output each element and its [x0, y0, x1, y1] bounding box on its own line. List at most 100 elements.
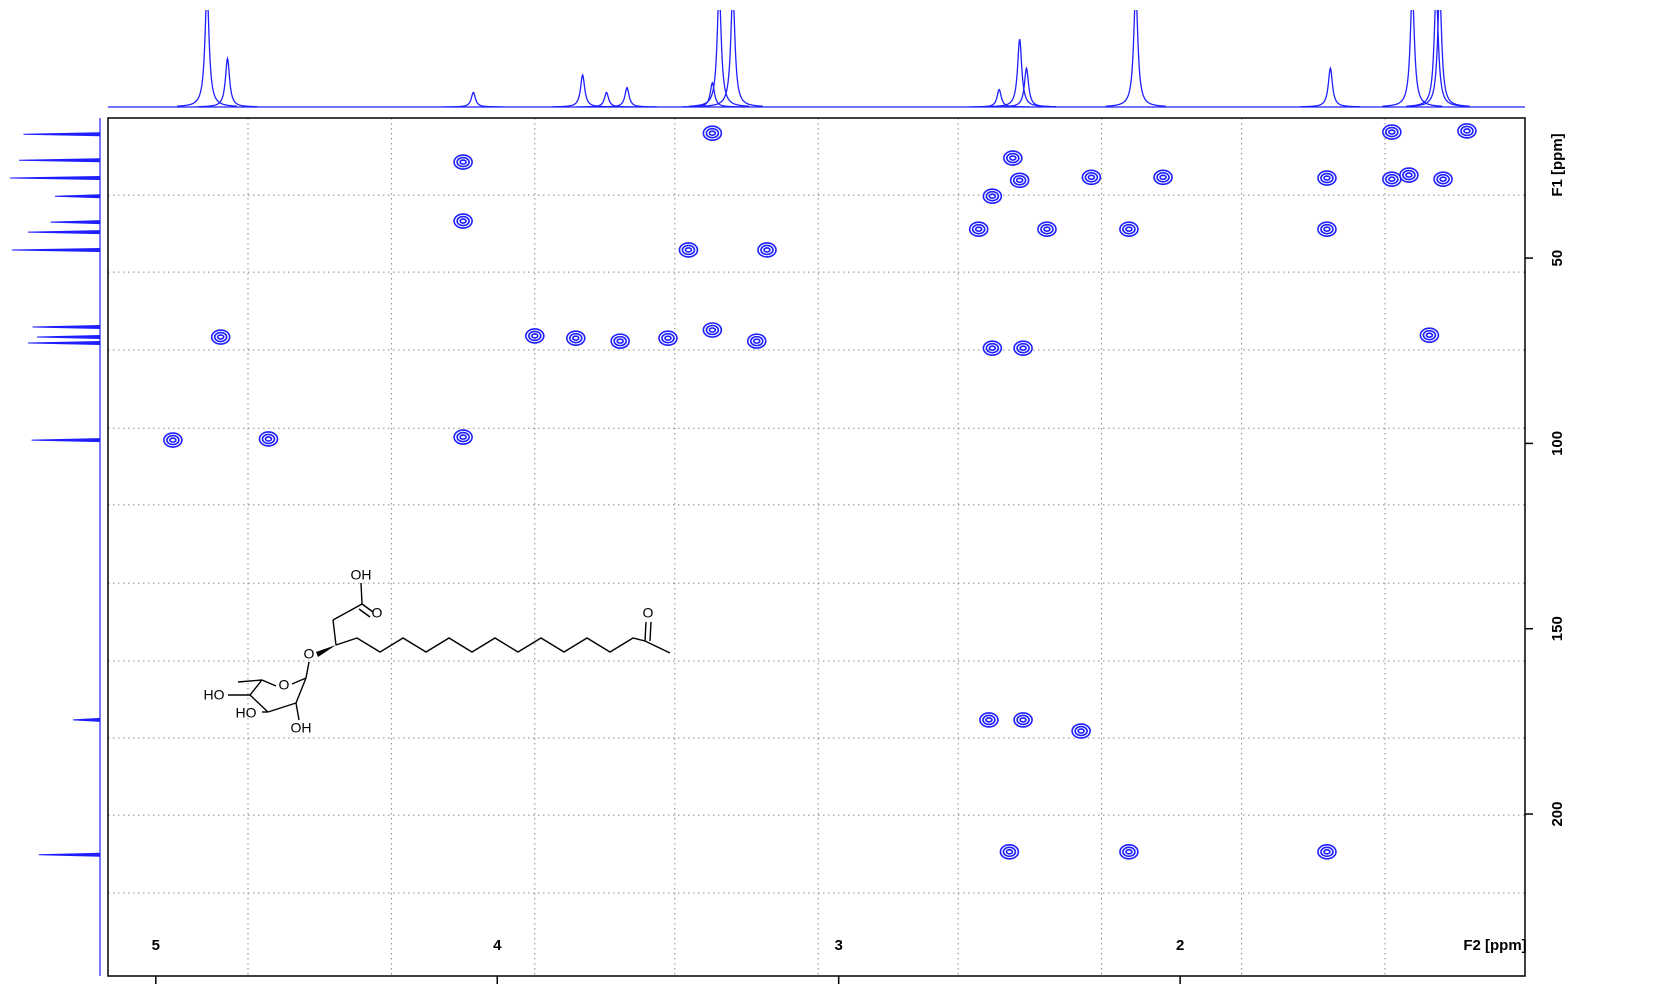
f2-peak — [689, 10, 750, 107]
contour-ring — [1323, 175, 1331, 181]
contour-ring — [988, 193, 997, 200]
x-tick-label: 2 — [1176, 937, 1184, 954]
contour-ring — [169, 437, 177, 443]
structure-label: O — [643, 605, 654, 621]
cross-peak — [757, 242, 777, 258]
contour-ring — [1323, 849, 1331, 855]
contour-ring — [456, 215, 470, 227]
y-tick-label: 100 — [1549, 431, 1566, 456]
contour-ring — [999, 844, 1020, 860]
contour-ring — [613, 335, 627, 347]
cross-peak — [746, 333, 767, 349]
contour-ring — [1125, 849, 1133, 855]
contour-ring — [453, 154, 473, 170]
contour-ring — [1439, 176, 1447, 182]
contour-ring — [1002, 846, 1017, 858]
f1-projection — [9, 118, 101, 976]
contour-ring — [664, 335, 672, 341]
cross-peak — [1119, 221, 1139, 237]
f2-peak — [996, 66, 1057, 108]
contour-ring — [216, 334, 225, 340]
structure-label: OH — [291, 720, 312, 736]
y-tick-label: 50 — [1549, 250, 1566, 267]
contour-ring — [982, 340, 1003, 356]
contour-ring — [456, 431, 470, 443]
cross-peak — [1013, 712, 1033, 728]
contour-ring — [459, 434, 467, 440]
f2-peak — [702, 10, 763, 107]
cross-peak — [1382, 124, 1402, 140]
contour-ring — [1399, 167, 1419, 183]
f1-peak — [9, 176, 101, 181]
contour-ring — [985, 717, 993, 723]
contour-ring — [610, 333, 630, 349]
x-tick-label: 5 — [152, 937, 160, 954]
contour-ring — [763, 247, 771, 253]
molecule: OH O O O HO HO OH — [204, 567, 671, 736]
f2-peak — [576, 91, 637, 108]
contour-ring — [705, 324, 720, 336]
f1-peak — [31, 438, 101, 443]
cross-peak — [1003, 150, 1023, 166]
contour-ring — [531, 333, 539, 339]
f1-peak — [27, 230, 101, 235]
contour-ring — [1433, 171, 1453, 187]
f2-projection — [108, 10, 1525, 108]
contour-ring — [258, 431, 279, 447]
cross-peak — [658, 330, 678, 346]
contour-ring — [678, 242, 699, 258]
contour-ring — [1074, 725, 1088, 737]
contour-ring — [1317, 221, 1337, 237]
contour-ring — [746, 333, 767, 349]
contour-ring — [1015, 177, 1024, 184]
cross-peak — [1382, 171, 1402, 187]
contour-ring — [708, 130, 717, 136]
x-tick-label: 3 — [835, 937, 843, 954]
contour-ring — [1463, 128, 1471, 134]
cross-peak — [702, 322, 723, 338]
cross-peak — [1457, 123, 1477, 139]
cross-peak — [1071, 723, 1091, 739]
contour-ring — [1081, 169, 1102, 186]
contour-ring — [1457, 123, 1477, 139]
contour-ring — [1385, 173, 1399, 185]
contour-ring — [1003, 150, 1023, 166]
contour-ring — [1419, 327, 1440, 343]
contour-ring — [525, 328, 545, 344]
plot-frame — [107, 117, 1526, 977]
cross-peak — [1433, 171, 1453, 187]
contour-ring — [459, 159, 467, 165]
contour-ring — [1119, 844, 1139, 860]
x-tick-label: 4 — [493, 937, 502, 954]
f1-peak — [38, 852, 101, 857]
contour-ring — [658, 330, 678, 346]
cross-peak — [210, 329, 231, 345]
contour-ring — [760, 244, 774, 256]
contour-ring — [702, 322, 723, 338]
contour-ring — [985, 190, 1000, 202]
contour-ring — [1009, 155, 1017, 161]
contour-ring — [166, 434, 180, 446]
contour-ring — [1388, 176, 1396, 182]
f1-peak — [11, 247, 101, 252]
contour-ring — [1019, 717, 1027, 723]
contour-ring — [1071, 723, 1091, 739]
structure-label: O — [304, 646, 315, 662]
contour-ring — [757, 242, 777, 258]
contour-ring — [702, 125, 723, 141]
contour-ring — [979, 712, 999, 728]
contour-ring — [565, 330, 586, 346]
contour-ring — [1382, 124, 1402, 140]
cross-peak — [525, 328, 545, 344]
contour-ring — [681, 244, 696, 256]
f1-peak — [18, 158, 101, 163]
cross-peak — [1419, 327, 1440, 343]
contour-ring — [1122, 846, 1136, 858]
cross-peak — [678, 242, 699, 258]
contour-ring — [1323, 226, 1331, 232]
contour-ring — [1040, 223, 1054, 235]
contour-ring — [1317, 844, 1337, 860]
contour-ring — [616, 338, 624, 344]
cross-peak — [1153, 169, 1173, 186]
f1-peak — [32, 325, 101, 330]
